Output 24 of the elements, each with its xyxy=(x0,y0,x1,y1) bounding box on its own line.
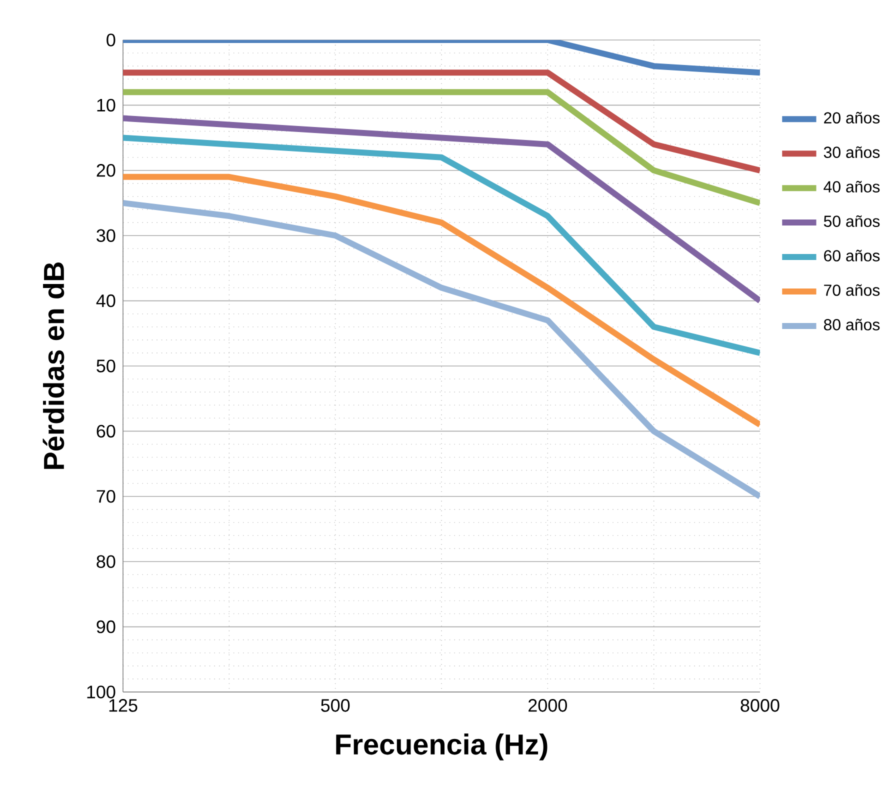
y-tick-label: 50 xyxy=(96,360,116,372)
legend-label: 20 años xyxy=(824,112,880,124)
x-tick-label: 125 xyxy=(109,699,138,712)
y-tick-label: 80 xyxy=(96,555,116,568)
y-tick-label: 30 xyxy=(96,229,116,242)
y-tick-label: 10 xyxy=(97,98,116,112)
y-tick-label: 100 xyxy=(87,686,116,698)
y-tick-label: 90 xyxy=(96,620,116,634)
y-tick-label: 0 xyxy=(106,34,116,46)
legend-label: 60 años xyxy=(824,250,880,262)
legend-label: 70 años xyxy=(824,284,880,296)
legend-label: 40 años xyxy=(824,180,880,192)
legend-label: 30 años xyxy=(824,146,880,158)
y-axis-title: Pérdidas en dB xyxy=(42,262,64,469)
x-tick-label: 8000 xyxy=(740,699,780,712)
y-tick-label: 40 xyxy=(96,294,116,308)
y-tick-label: 60 xyxy=(96,424,116,438)
y-tick-label: 20 xyxy=(96,164,116,177)
legend-label: 80 años xyxy=(824,318,880,330)
y-tick-label: 70 xyxy=(96,490,116,503)
legend-label: 50 años xyxy=(824,215,880,227)
x-tick-label: 2000 xyxy=(528,699,567,712)
x-tick-label: 500 xyxy=(321,699,350,712)
x-axis-title: Frecuencia (Hz) xyxy=(336,734,548,760)
